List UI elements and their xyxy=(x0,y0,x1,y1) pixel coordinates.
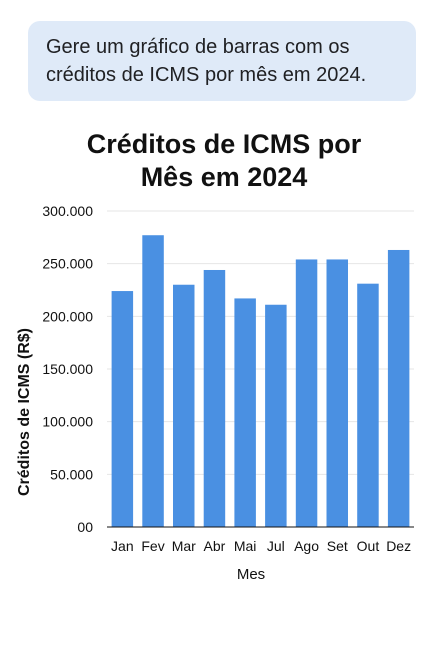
bar-mai xyxy=(234,298,256,527)
x-tick-label: Ago xyxy=(294,538,319,554)
x-tick-label: Fev xyxy=(141,538,164,554)
bar-fev xyxy=(142,235,164,527)
bar-mar xyxy=(173,284,195,527)
y-tick-label: 100.000 xyxy=(42,414,93,430)
bars xyxy=(111,235,410,527)
bar-jan xyxy=(111,291,134,527)
x-tick-label: Abr xyxy=(204,538,226,554)
y-tick-label: 00 xyxy=(77,519,93,535)
x-tick-label: Mar xyxy=(172,538,196,554)
x-axis-ticks: Jan Fev Mar Abr Mai Jul Ago Set Out Dez xyxy=(111,538,411,554)
x-tick-label: Mai xyxy=(234,538,257,554)
bar-set xyxy=(326,259,348,527)
bar-out xyxy=(357,283,379,527)
bar-dez xyxy=(387,249,410,527)
chart-title-line-2: Mês em 2024 xyxy=(141,162,308,192)
x-tick-label: Set xyxy=(327,538,348,554)
prompt-bubble: Gere um gráfico de barras com os crédito… xyxy=(28,21,416,101)
chart-title-line-1: Créditos de ICMS por xyxy=(87,129,362,159)
y-tick-label: 150.000 xyxy=(42,361,93,377)
bar-ago xyxy=(295,259,318,527)
y-axis-label: Créditos de ICMS (R$) xyxy=(16,328,33,496)
x-tick-label: Jan xyxy=(111,538,134,554)
bar-abr xyxy=(203,269,226,527)
prompt-text-line-1: Gere um gráfico de barras com os xyxy=(46,36,350,58)
x-tick-label: Jul xyxy=(267,538,285,554)
x-tick-label: Out xyxy=(357,538,380,554)
y-axis-ticks: 00 50.000 100.000 150.000 200.000 250.000 300.… xyxy=(42,203,93,535)
prompt-text-line-2: créditos de ICMS por mês em 2024. xyxy=(46,64,367,86)
x-tick-label: Dez xyxy=(386,538,411,554)
y-tick-label: 50.000 xyxy=(50,466,93,482)
bar-jul xyxy=(265,304,287,527)
bar-chart: Créditos de ICMS por Mês em 2024 00 50.00… xyxy=(16,129,414,583)
y-tick-label: 200.000 xyxy=(42,308,93,324)
x-axis-label: Mes xyxy=(237,566,265,583)
y-tick-label: 250.000 xyxy=(42,256,93,272)
y-tick-label: 300.000 xyxy=(42,203,93,219)
